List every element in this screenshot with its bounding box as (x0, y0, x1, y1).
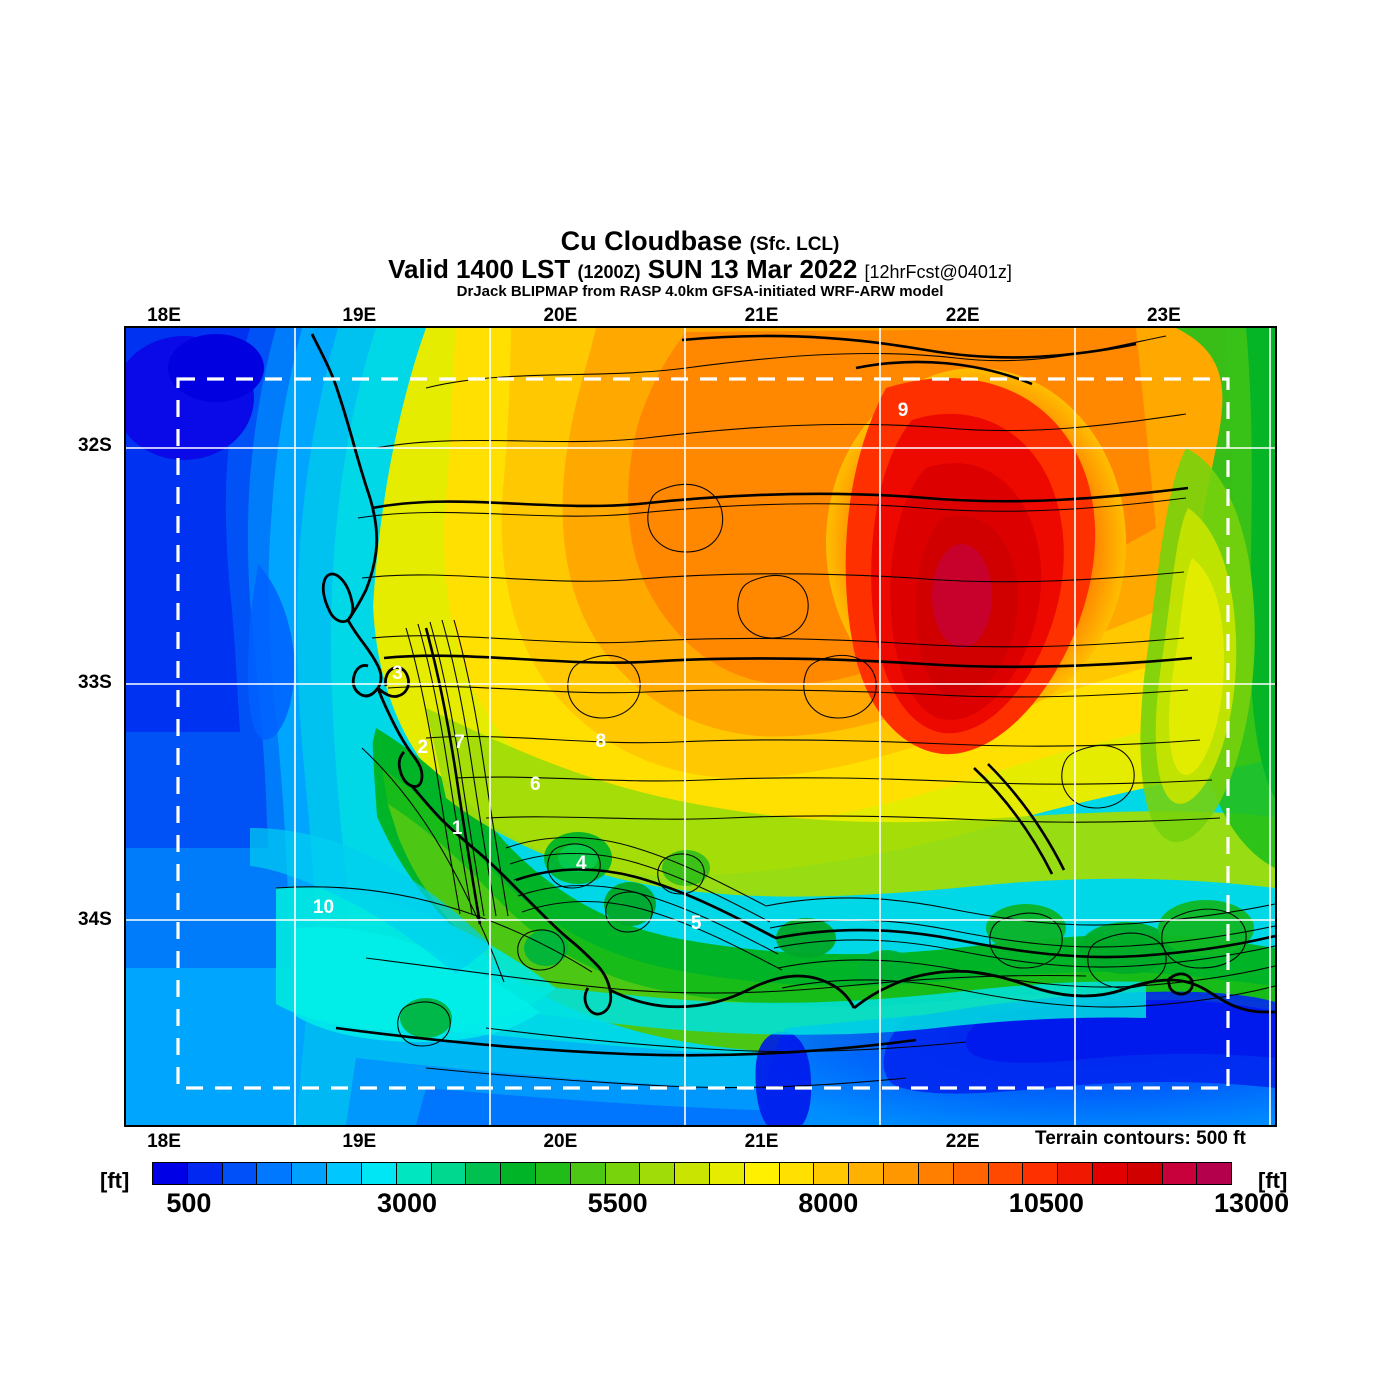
lon-label-bottom-18e: 18E (147, 1131, 181, 1152)
colorbar-segment-9 (466, 1163, 502, 1184)
page-title: Cu Cloudbase (Sfc. LCL) (0, 228, 1400, 255)
valid-prefix: Valid 1400 LST (388, 254, 571, 284)
lat-label-left-33s: 33S (78, 671, 112, 693)
colorbar-segment-29 (1162, 1163, 1198, 1184)
colorbar-segment-22 (918, 1163, 954, 1184)
colorbar-tick-5500: 5500 (587, 1188, 648, 1218)
site-marker-7[interactable]: 7 (454, 732, 465, 754)
colorbar-tick-8000: 8000 (798, 1188, 859, 1218)
site-marker-3[interactable]: 3 (392, 662, 403, 684)
colorbar-segment-0 (153, 1163, 188, 1184)
colorbar-segment-10 (501, 1163, 536, 1184)
colorbar-segment-30 (1197, 1163, 1232, 1184)
colorbar-tick-10500: 10500 (1008, 1188, 1084, 1218)
colorbar-segment-8 (431, 1163, 467, 1184)
colorbar-segment-21 (884, 1163, 919, 1184)
title-block: Cu Cloudbase (Sfc. LCL) Valid 1400 LST (… (0, 228, 1400, 301)
title-main: Cu Cloudbase (560, 226, 743, 256)
site-marker-9[interactable]: 9 (897, 399, 909, 421)
site-marker-4[interactable]: 4 (576, 853, 587, 875)
colorbar-segment-13 (605, 1163, 641, 1184)
valid-utc: (1200Z) (577, 262, 641, 282)
colorbar-segment-26 (1058, 1163, 1093, 1184)
lat-label-left-32s: 32S (78, 434, 112, 456)
lon-label-top-21e: 21E (744, 305, 779, 326)
lat-label-left-34s: 34S (78, 909, 112, 931)
lon-label-top-23e: 23E (1146, 305, 1181, 326)
colorbar-unit-left: [ft] (100, 1168, 130, 1193)
colorbar-segment-18 (779, 1163, 815, 1184)
colorbar-tick-3000: 3000 (377, 1188, 438, 1218)
colorbar-segment-23 (953, 1163, 989, 1184)
lon-label-top-18e: 18E (147, 305, 181, 326)
colorbar-segment-25 (1023, 1163, 1059, 1184)
site-marker-2[interactable]: 2 (417, 737, 429, 759)
colorbar-segment-2 (222, 1163, 258, 1184)
lon-label-top-19e: 19E (342, 305, 377, 326)
site-marker-10[interactable]: 10 (312, 897, 335, 919)
colorbar-segment-20 (849, 1163, 885, 1184)
lon-label-top-20e: 20E (543, 305, 578, 326)
colorbar-segment-3 (257, 1163, 293, 1184)
colorbar-segment-14 (640, 1163, 676, 1184)
site-marker-5[interactable]: 5 (690, 913, 702, 935)
valid-time-line: Valid 1400 LST (1200Z) SUN 13 Mar 2022 [… (0, 254, 1400, 284)
colorbar[interactable] (152, 1162, 1232, 1185)
title-subtitle: (Sfc. LCL) (749, 234, 840, 255)
colorbar-segment-15 (675, 1163, 710, 1184)
site-marker-1[interactable]: 1 (451, 817, 463, 839)
colorbar-segment-12 (570, 1163, 606, 1184)
site-marker-8[interactable]: 8 (595, 731, 607, 753)
colorbar-segment-28 (1127, 1163, 1163, 1184)
colorbar-segment-24 (988, 1163, 1024, 1184)
colorbar-segment-4 (292, 1163, 328, 1184)
map-raster (126, 328, 1275, 1125)
colorbar-tick-13000: 13000 (1214, 1188, 1290, 1218)
colorbar-unit-right: [ft] (1258, 1168, 1288, 1193)
lon-label-top-22e: 22E (945, 305, 980, 326)
colorbar-segment-11 (535, 1163, 571, 1184)
colorbar-segment-6 (361, 1163, 397, 1184)
map-plot-area[interactable]: 1 2 3 4 5 6 7 8 9 10 (124, 326, 1277, 1127)
colorbar-segment-1 (187, 1163, 223, 1184)
colorbar-segment-27 (1092, 1163, 1128, 1184)
site-marker-6[interactable]: 6 (530, 773, 541, 795)
valid-date: SUN 13 Mar 2022 (647, 254, 858, 284)
terrain-contour-note: Terrain contours: 500 ft (1035, 1128, 1246, 1149)
colorbar-segment-16 (710, 1163, 745, 1184)
colorbar-tick-500: 500 (166, 1188, 212, 1218)
colorbar-segment-19 (814, 1163, 850, 1184)
forecast-tag: [12hrFcst@0401z] (864, 262, 1012, 282)
colorbar-segment-5 (327, 1163, 362, 1184)
colorbar-segment-17 (744, 1163, 780, 1184)
lon-label-bottom-20e: 20E (543, 1131, 578, 1152)
lon-label-bottom-19e: 19E (342, 1131, 377, 1152)
lon-label-bottom-21e: 21E (744, 1131, 779, 1152)
model-line: DrJack BLIPMAP from RASP 4.0km GFSA-init… (456, 283, 944, 301)
colorbar-segment-7 (396, 1163, 432, 1184)
lon-label-bottom-22e: 22E (945, 1131, 980, 1152)
